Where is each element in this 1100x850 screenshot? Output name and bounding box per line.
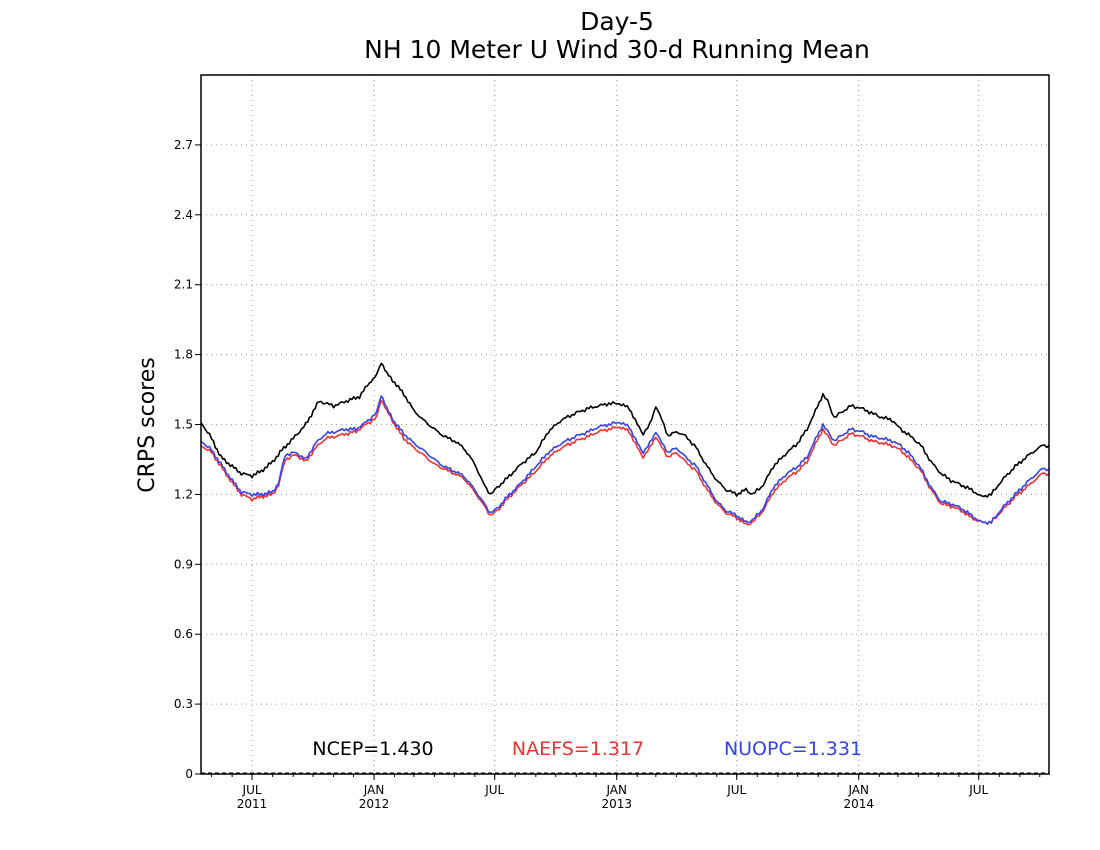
x-tick-label-month: JAN <box>605 783 627 797</box>
y-tick-label: 0.9 <box>174 557 193 571</box>
chart-subtitle: NH 10 Meter U Wind 30-d Running Mean <box>364 35 870 64</box>
x-tick-label-month: JUL <box>968 783 988 797</box>
y-tick-label: 2.4 <box>174 208 193 222</box>
plot-frame <box>200 74 1050 775</box>
x-tick-label-year: 2011 <box>237 797 268 811</box>
series-line-ncep <box>200 362 1050 498</box>
x-tick-label-year: 2014 <box>843 797 874 811</box>
y-tick-label: 1.2 <box>174 487 193 501</box>
x-tick-label-month: JAN <box>847 783 869 797</box>
chart-title: Day-5 <box>580 7 654 36</box>
series-line-nuopc <box>200 395 1050 525</box>
legend-nuopc: NUOPC=1.331 <box>724 738 862 760</box>
y-tick-label: 1.8 <box>174 348 193 362</box>
y-tick-label: 2.7 <box>174 138 193 152</box>
x-tick-label-year: 2013 <box>601 797 632 811</box>
y-tick-label: 0.3 <box>174 697 193 711</box>
series-line-naefs <box>200 399 1050 526</box>
y-tick-label: 2.1 <box>174 278 193 292</box>
y-axis-label: CRPS scores <box>135 357 160 492</box>
x-tick-label-month: JAN <box>363 783 385 797</box>
legend-naefs: NAEFS=1.317 <box>512 738 644 760</box>
grid-lines <box>201 75 1049 774</box>
x-tick-label-month: JUL <box>484 783 504 797</box>
legend: NCEP=1.430 NAEFS=1.317 NUOPC=1.331 <box>312 738 862 760</box>
y-tick-label: 0.6 <box>174 627 193 641</box>
x-tick-label-month: JUL <box>726 783 746 797</box>
x-tick-label-year: 2012 <box>359 797 390 811</box>
y-tick-label: 1.5 <box>174 418 193 432</box>
series-lines <box>200 362 1050 526</box>
y-tick-label: 0 <box>185 767 193 781</box>
x-tick-label-month: JUL <box>242 783 262 797</box>
legend-ncep: NCEP=1.430 <box>312 738 433 760</box>
y-axis-ticks: 0 0.3 0.6 0.9 1.2 1.5 1.8 2.1 2.4 2.7 <box>174 138 201 781</box>
